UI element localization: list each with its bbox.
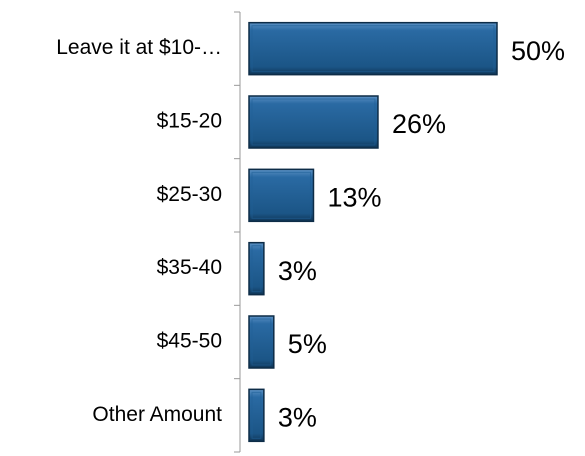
bar-bevel	[251, 25, 495, 73]
category-label: $25-30	[157, 183, 222, 206]
category-label: Other Amount	[92, 403, 222, 426]
value-label: 3%	[278, 402, 317, 432]
value-label: 5%	[288, 329, 327, 359]
value-label: 50%	[511, 36, 565, 66]
bar-bevel	[251, 98, 376, 146]
value-label: 3%	[278, 256, 317, 286]
bar	[248, 241, 265, 296]
category-label: $35-40	[157, 256, 222, 279]
bar	[248, 388, 265, 443]
value-label: 13%	[327, 182, 381, 212]
category-label: $15-20	[157, 110, 222, 133]
bar-bevel	[251, 391, 262, 439]
bar	[248, 21, 498, 76]
category-label: $45-50	[157, 330, 222, 353]
bar-bevel	[251, 318, 272, 366]
bar	[248, 315, 275, 369]
bar	[248, 168, 315, 223]
bar	[248, 95, 379, 149]
category-label: Leave it at $10-…	[56, 36, 222, 59]
bar-bevel	[251, 171, 311, 219]
bar-bevel	[251, 245, 262, 293]
value-label: 26%	[392, 109, 446, 139]
